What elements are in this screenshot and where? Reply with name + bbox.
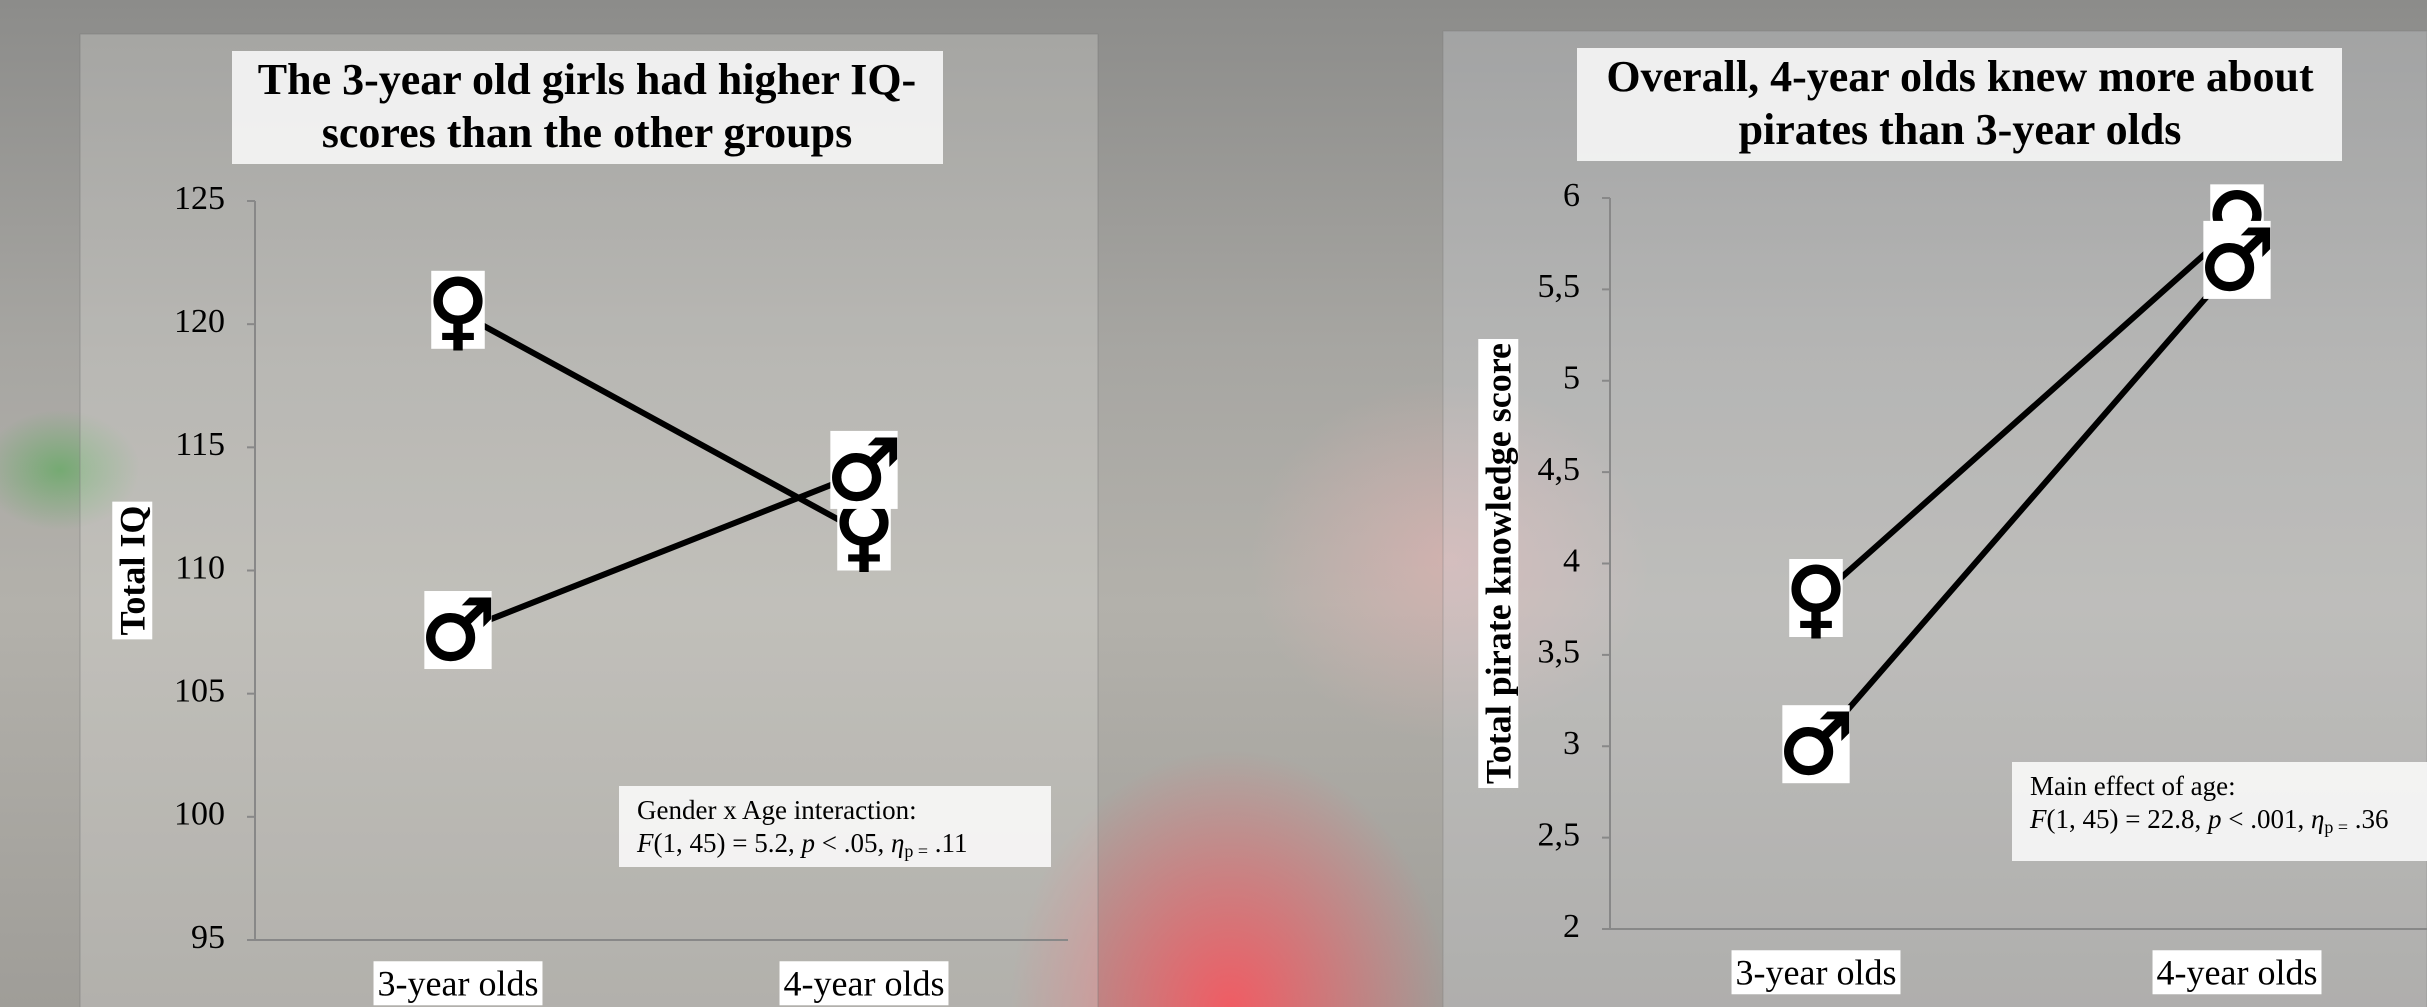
- point-marker: ♀: [427, 261, 489, 359]
- y-tick-label: 95: [191, 919, 225, 956]
- point-marker: ♂: [420, 581, 495, 679]
- chart-title: pirates than 3-year olds: [1739, 105, 2182, 154]
- y-tick-label: 100: [174, 796, 225, 833]
- y-tick-label: 3: [1563, 725, 1580, 762]
- x-tick-label: 4-year olds: [784, 963, 945, 1003]
- y-tick-label: 125: [174, 180, 225, 217]
- annotation-part: F: [636, 828, 654, 858]
- y-tick-label: 6: [1563, 177, 1580, 214]
- y-tick-label: 4,5: [1538, 451, 1581, 488]
- marker-symbol: ♂: [420, 581, 495, 679]
- chart-title: Overall, 4-year olds knew more about: [1606, 52, 2314, 101]
- y-tick-label: 5: [1563, 360, 1580, 397]
- annotation-title: Main effect of age:: [2030, 771, 2236, 801]
- annotation-title: Gender x Age interaction:: [637, 795, 917, 825]
- annotation-part: (1, 45) = 22.8,: [2047, 804, 2208, 834]
- x-tick-label: 3-year olds: [1736, 952, 1897, 992]
- y-tick-label: 120: [174, 303, 225, 340]
- y-tick-label: 115: [175, 426, 225, 463]
- annotation-part: p: [2206, 804, 2222, 834]
- point-marker: ♀: [1785, 549, 1847, 647]
- y-tick-label: 4: [1563, 542, 1580, 579]
- y-tick-label: 2,5: [1538, 816, 1581, 853]
- marker-symbol: ♀: [1785, 549, 1847, 647]
- annotation-part: < .05,: [815, 828, 891, 858]
- y-tick-label: 5,5: [1538, 268, 1581, 305]
- annotation-part: < .001,: [2221, 804, 2310, 834]
- y-tick-label: 3,5: [1538, 634, 1581, 671]
- marker-symbol: ♀: [427, 261, 489, 359]
- point-marker: ♂: [826, 421, 901, 519]
- annotation-part: p: [799, 828, 815, 858]
- y-axis-label: Total pirate knowledge score: [1478, 343, 1518, 784]
- marker-symbol: ♂: [826, 421, 901, 519]
- y-tick-label: 2: [1563, 908, 1580, 945]
- y-axis-label: Total IQ: [112, 506, 152, 636]
- annotation-part: F: [2029, 804, 2047, 834]
- annotation-part: η: [891, 828, 904, 858]
- y-tick-label: 105: [174, 672, 225, 709]
- marker-symbol: ♂: [1778, 695, 1853, 793]
- annotation-part: p =: [904, 841, 928, 861]
- marker-symbol: ♂: [2199, 211, 2274, 309]
- annotation-part: .11: [928, 828, 968, 858]
- annotation-part: p =: [2324, 817, 2348, 837]
- x-tick-label: 3-year olds: [378, 963, 539, 1003]
- annotation-part: (1, 45) = 5.2,: [654, 828, 802, 858]
- annotation-part: .36: [2348, 804, 2389, 834]
- point-marker: ♂: [2199, 211, 2274, 309]
- chart-title: The 3-year old girls had higher IQ-: [258, 55, 916, 104]
- page: The 3-year old girls had higher IQ-score…: [0, 0, 2427, 1007]
- point-marker: ♂: [1778, 695, 1853, 793]
- annotation-part: η: [2311, 804, 2324, 834]
- x-tick-label: 4-year olds: [2157, 952, 2318, 992]
- chart-title: scores than the other groups: [322, 108, 852, 157]
- y-tick-label: 110: [175, 549, 225, 586]
